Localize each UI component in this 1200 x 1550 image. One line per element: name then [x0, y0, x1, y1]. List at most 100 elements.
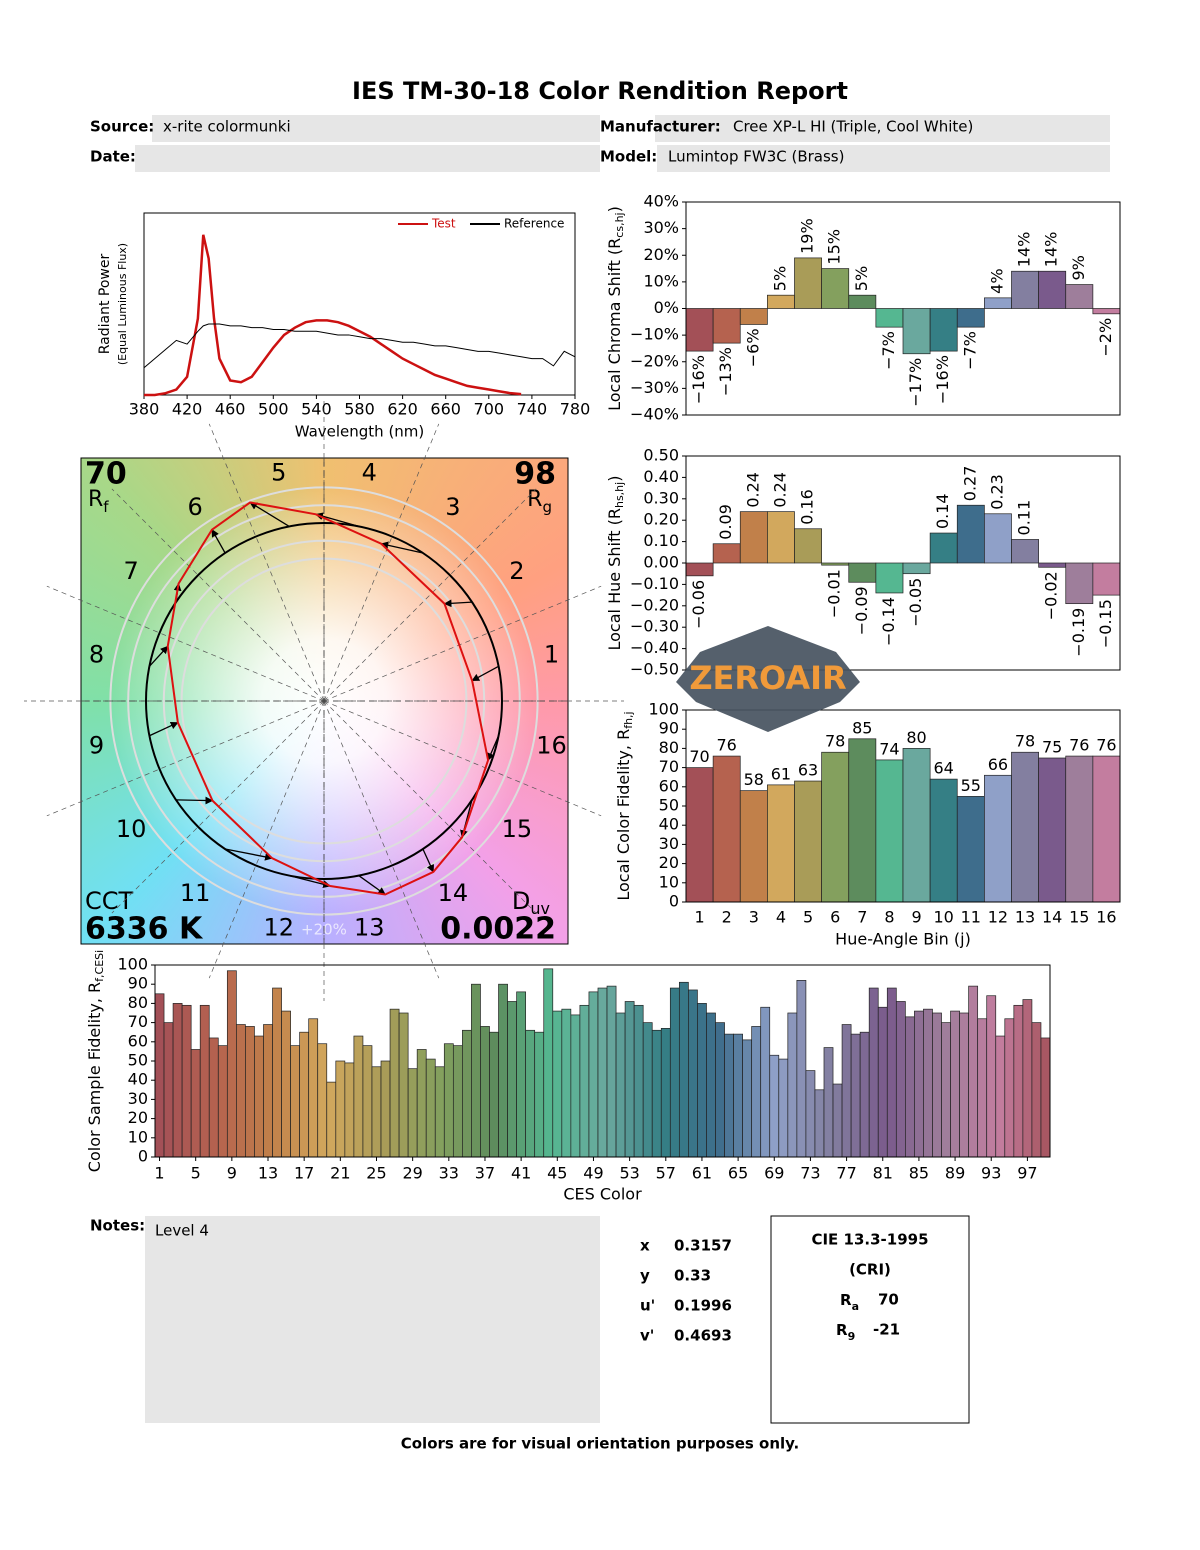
bar	[452, 1045, 463, 1158]
y-tick-label: 0.30	[643, 488, 679, 507]
coord-value: 0.4693	[674, 1327, 732, 1345]
y-tick-label: −10%	[630, 325, 679, 344]
x-tick-label: 77	[836, 1164, 856, 1183]
bar	[1011, 751, 1039, 903]
coord-value: 0.33	[674, 1267, 711, 1285]
bar	[281, 1010, 291, 1158]
y-tick-label: 20	[659, 853, 679, 872]
value-label: −0.05	[906, 578, 925, 627]
y-tick-label: 90	[128, 974, 148, 993]
bar	[678, 981, 689, 1158]
value: Lumintop FW3C (Brass)	[668, 148, 844, 166]
value-label: 0.11	[1015, 500, 1034, 536]
y-tick-label: 70	[128, 1012, 148, 1031]
value-label: 78	[1015, 732, 1035, 751]
bar	[1038, 757, 1067, 903]
y-tick-label: 0.10	[643, 531, 679, 550]
bar	[498, 983, 508, 1158]
y-tick-label: −0.10	[630, 574, 679, 593]
bar	[905, 1016, 915, 1158]
bar	[859, 1031, 870, 1158]
plot-frame	[685, 455, 1121, 671]
cri-subtitle: (CRI)	[849, 1261, 891, 1279]
y-axis-label-tail: )	[605, 476, 624, 482]
bar	[739, 511, 768, 564]
label: Source:	[90, 118, 154, 136]
bar	[1011, 539, 1039, 564]
value-label: 75	[1042, 738, 1062, 757]
bar	[877, 1006, 888, 1158]
shift-arrow	[443, 599, 473, 608]
bin-label: 2	[509, 557, 524, 585]
bar	[217, 1045, 228, 1158]
reference-circle	[145, 522, 503, 880]
bar	[597, 987, 608, 1158]
bar	[362, 1045, 373, 1158]
legend-label: Reference	[504, 217, 564, 231]
y-tick-label: 50	[128, 1051, 148, 1070]
bin-divider	[323, 700, 602, 817]
value-label: 14%	[1015, 232, 1034, 268]
shift-arrow	[422, 848, 434, 873]
y-tick-label: 10	[128, 1127, 148, 1146]
value-label: 15%	[825, 229, 844, 265]
value-label: −0.09	[852, 586, 871, 635]
bar	[552, 1010, 563, 1158]
bin-divider	[323, 423, 440, 702]
bin-label: 15	[502, 815, 533, 843]
bar	[1013, 1004, 1024, 1158]
y-tick-label: 70	[659, 757, 679, 776]
value-label: 0.23	[987, 474, 1006, 510]
bin-label: 1	[544, 641, 559, 669]
bin-label: 11	[180, 879, 211, 907]
bar	[956, 796, 985, 903]
x-tick-label: 540	[301, 400, 332, 419]
r9-value: -21	[873, 1321, 900, 1339]
value: x-rite colormunki	[163, 118, 291, 136]
rf-label: Rf	[88, 487, 109, 516]
plot-frame	[154, 964, 1051, 1158]
bar	[480, 1026, 490, 1158]
x-tick-label: 11	[961, 908, 981, 927]
y-tick-label: 0%	[654, 298, 679, 317]
bar	[724, 1033, 734, 1158]
x-tick-label: 29	[402, 1164, 422, 1183]
coord-value: 0.3157	[674, 1237, 732, 1255]
shift-arrow	[211, 528, 226, 554]
y-tick-label: 80	[659, 738, 679, 757]
bar	[561, 1008, 572, 1158]
x-tick-label: 13	[258, 1164, 278, 1183]
bar	[848, 738, 877, 903]
x-tick-label: 9	[911, 908, 921, 927]
y-tick-label: 20%	[643, 245, 679, 264]
value-label: 19%	[798, 218, 817, 254]
bar	[1038, 562, 1067, 568]
value-label: −0.01	[825, 569, 844, 618]
y-tick-label: −0.20	[630, 595, 679, 614]
value-label: −0.19	[1069, 608, 1088, 657]
value-label: −0.14	[879, 597, 898, 646]
value-label: −2%	[1096, 318, 1115, 357]
bar	[660, 1028, 671, 1158]
x-tick-label: 13	[1015, 908, 1035, 927]
bar	[190, 1049, 201, 1158]
bar	[685, 308, 714, 352]
bar	[984, 297, 1012, 309]
rg-value: 98	[514, 457, 556, 492]
value-label: −6%	[743, 328, 762, 367]
x-axis-label: Wavelength (nm)	[295, 423, 425, 441]
bar	[1011, 270, 1039, 309]
bar	[706, 1012, 716, 1158]
bar	[886, 987, 897, 1158]
legend-label: Test	[431, 217, 456, 231]
x-tick-label: 93	[981, 1164, 1001, 1183]
x-tick-label: 53	[619, 1164, 639, 1183]
bar	[163, 1022, 174, 1158]
x-tick-label: 1	[694, 908, 704, 927]
bar	[317, 1043, 328, 1158]
bar	[742, 1039, 753, 1158]
value-label: 5%	[852, 266, 871, 291]
bar	[1040, 1037, 1051, 1158]
bar	[335, 1060, 346, 1158]
x-tick-label: 460	[215, 400, 246, 419]
